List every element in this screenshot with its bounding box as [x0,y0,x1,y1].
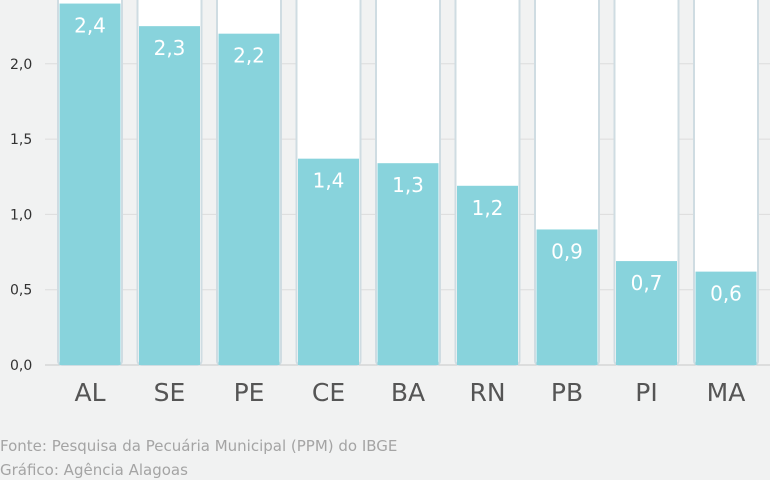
bar-al[interactable] [59,3,121,366]
data-label-al: 2,4 [74,14,106,38]
y-tick-label: 0,0 [10,358,32,374]
x-tick-label-al: AL [74,378,105,407]
bar-ce[interactable] [298,158,359,365]
bar-pi[interactable] [616,261,677,365]
data-label-pe: 2,2 [233,44,265,68]
data-label-ba: 1,3 [392,173,424,197]
data-label-ma: 0,6 [710,282,742,306]
x-tick-label-ce: CE [312,378,345,407]
data-label-rn: 1,2 [472,196,504,220]
x-tick-label-rn: RN [469,378,505,407]
y-tick-label: 0,5 [10,283,32,299]
data-label-se: 2,3 [154,36,186,60]
bar-pe[interactable] [218,33,280,366]
x-tick-label-ma: MA [707,378,746,407]
bar-pb[interactable] [536,229,598,365]
data-label-layer: 2,4 2,3 2,2 1,4 1,3 1,2 0,9 0,7 0,6 [74,14,742,306]
x-axis: AL SE PE CE BA RN PB PI MA [74,378,745,407]
chart-credit: Gráfico: Agência Alagoas [0,461,188,479]
y-axis: 0,0 0,5 1,0 1,5 2,0 [10,57,32,374]
data-label-pb: 0,9 [551,239,583,263]
y-tick-label: 1,5 [10,132,32,148]
bar-se[interactable] [139,26,200,366]
source-note: Fonte: Pesquisa da Pecuária Municipal (P… [0,437,398,455]
x-tick-label-pi: PI [635,378,657,407]
x-tick-label-ba: BA [391,378,425,407]
x-tick-label-pb: PB [551,378,583,407]
data-label-ce: 1,4 [313,169,345,193]
x-tick-label-se: SE [154,378,186,407]
x-tick-label-pe: PE [234,378,265,407]
data-label-pi: 0,7 [631,271,663,295]
bar-ba[interactable] [377,163,439,365]
y-tick-label: 2,0 [10,57,32,73]
bar-layer [59,3,757,366]
y-tick-label: 1,0 [10,207,32,223]
bar-rn[interactable] [457,185,518,365]
bar-ma[interactable] [695,271,757,365]
